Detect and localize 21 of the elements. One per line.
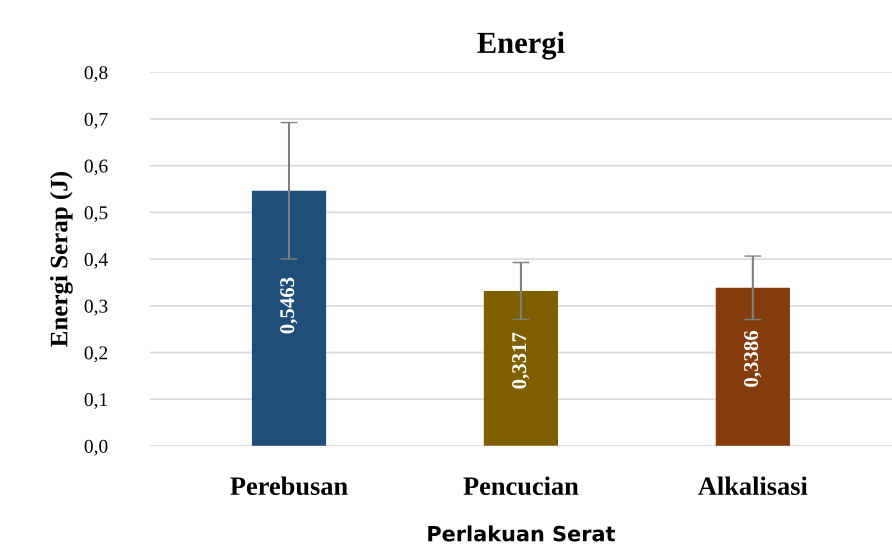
bar: [484, 290, 558, 446]
y-tick-label: 0,0: [84, 440, 108, 456]
y-tick-label: 0,2: [84, 346, 108, 362]
x-tick-label: Pencucian: [463, 476, 578, 496]
bar: [252, 190, 326, 446]
chart-title: Energi: [477, 32, 565, 60]
y-tick-label: 0,4: [84, 252, 108, 269]
y-tick-label: 0,1: [84, 393, 108, 409]
bar: [716, 288, 790, 446]
y-tick-label: 0,8: [84, 66, 108, 82]
x-axis-title: Perlakuan Serat: [428, 525, 616, 542]
data-label: 0,5463: [280, 278, 298, 334]
data-label: 0,3317: [512, 332, 530, 389]
y-tick-label: 0,5: [84, 206, 108, 222]
y-axis-title: Energi Serap (J): [50, 172, 73, 347]
y-tick-label: 0,3: [84, 300, 108, 316]
y-tick-label: 0,7: [84, 112, 108, 129]
y-tick-label: 0,6: [84, 160, 108, 176]
x-tick-label: Alkalisasi: [698, 476, 808, 496]
data-label: 0,3386: [744, 330, 762, 387]
x-tick-label: Perebusan: [230, 476, 348, 496]
